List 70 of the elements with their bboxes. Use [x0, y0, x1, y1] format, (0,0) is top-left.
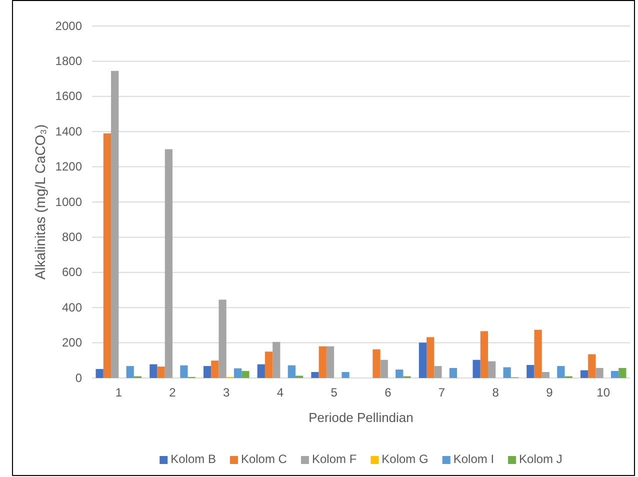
- bar: [542, 372, 550, 378]
- bar: [526, 364, 534, 378]
- bar: [534, 330, 542, 378]
- bar: [150, 364, 158, 378]
- legend-label: Kolom J: [519, 452, 562, 466]
- bar: [580, 370, 588, 378]
- legend-label: Kolom C: [240, 452, 288, 466]
- bar: [426, 337, 434, 378]
- y-tick-label: 200: [62, 336, 82, 350]
- bar: [242, 370, 250, 378]
- y-tick-label: 600: [62, 265, 82, 280]
- bar: [111, 70, 119, 378]
- bar: [488, 361, 496, 378]
- y-tick-label: 0: [75, 370, 82, 385]
- x-tick-label: 6: [384, 386, 392, 400]
- legend-label: Kolom G: [382, 452, 428, 466]
- bar: [272, 342, 280, 378]
- bar: [180, 365, 188, 378]
- legend-label: Kolom B: [170, 452, 216, 466]
- bar: [610, 370, 619, 378]
- bar: [264, 352, 273, 378]
- x-tick-label: 9: [546, 386, 554, 400]
- y-tick-label: 800: [62, 230, 82, 244]
- x-tick-label: 10: [596, 386, 610, 400]
- x-tick-label: 3: [223, 386, 230, 400]
- bar: [318, 346, 326, 378]
- y-axis-title: Alkalinitas (mg/L CaCO₃): [32, 124, 48, 280]
- x-tick-label: 8: [492, 386, 500, 400]
- bar: [288, 365, 296, 378]
- bar: [211, 360, 219, 378]
- legend-label: Kolom F: [312, 452, 357, 466]
- bar: [588, 354, 596, 378]
- bar: [203, 366, 212, 378]
- bar: [96, 369, 104, 378]
- bar: [596, 368, 604, 378]
- bar: [557, 366, 565, 378]
- y-tick-label: 2000: [55, 18, 82, 33]
- x-tick-label: 2: [169, 386, 176, 400]
- y-tick-label: 1000: [55, 194, 82, 209]
- bar: [126, 366, 134, 378]
- x-tick-label: 5: [330, 386, 338, 400]
- y-tick-label: 1600: [55, 89, 82, 104]
- bar: [503, 367, 511, 378]
- bar: [257, 364, 265, 378]
- bar: [342, 372, 350, 378]
- bar: [234, 368, 242, 378]
- bar: [418, 342, 427, 378]
- x-tick-label: 1: [115, 386, 122, 400]
- y-tick-label: 400: [62, 300, 82, 314]
- bar: [480, 331, 488, 378]
- bar: [164, 149, 173, 378]
- bar: [218, 300, 226, 378]
- bar: [434, 366, 442, 378]
- bar: [396, 370, 404, 378]
- bar: [380, 360, 388, 378]
- bar: [618, 368, 626, 378]
- x-axis-title: Periode Pellindian: [308, 410, 414, 425]
- bar: [311, 372, 319, 378]
- bar: [326, 346, 334, 378]
- x-tick-label: 4: [276, 386, 284, 400]
- bar: [157, 366, 165, 378]
- y-tick-label: 1400: [55, 124, 82, 138]
- bar: [472, 360, 480, 378]
- bar: [449, 368, 458, 378]
- x-tick-label: 7: [438, 386, 446, 400]
- y-tick-label: 1800: [55, 54, 82, 68]
- legend-label: Kolom I: [453, 452, 494, 466]
- bar: [103, 133, 112, 378]
- bar: [372, 349, 380, 378]
- y-tick-label: 1200: [55, 160, 82, 174]
